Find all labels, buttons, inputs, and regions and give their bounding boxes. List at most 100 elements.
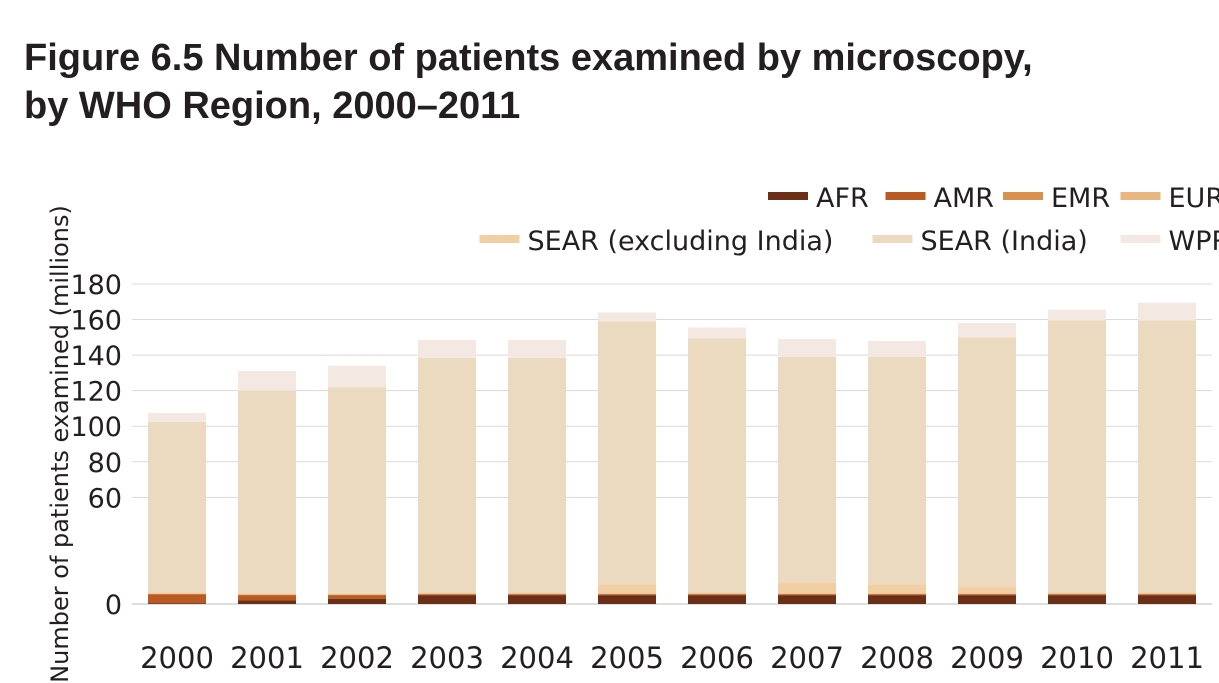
bar-segment-wpr <box>1138 302 1196 321</box>
bar-segment-emr <box>1138 593 1196 595</box>
bar-segment-sear-excluding-india <box>958 586 1016 594</box>
bar-segment-sear-india <box>328 387 386 594</box>
bar-segment-wpr <box>238 371 296 391</box>
legend-swatch <box>768 192 808 200</box>
y-tick-label: 80 <box>88 448 122 479</box>
bar-segment-amr <box>688 594 746 596</box>
legend-label: SEAR (excluding India) <box>528 226 834 257</box>
bar-segment-sear-excluding-india <box>328 593 386 595</box>
x-tick-label: 2000 <box>140 641 214 675</box>
bar-segment-wpr <box>418 340 476 358</box>
y-tick-label: 120 <box>70 377 122 408</box>
bar-segment-emr <box>418 593 476 595</box>
bar-segment-afr <box>328 598 386 604</box>
bar-segment-emr <box>508 593 566 595</box>
legend-label: EUR <box>1169 183 1219 214</box>
bar-segment-amr <box>1138 594 1196 596</box>
bar-segment-sear-india <box>238 390 296 594</box>
legend-label: AMR <box>934 183 995 214</box>
bar-segment-amr <box>868 594 926 596</box>
x-tick-label: 2007 <box>770 641 844 675</box>
gridlines <box>132 283 1212 605</box>
bar-segment-afr <box>238 600 296 604</box>
bar-segment-amr <box>418 594 476 596</box>
bar-segment-sear-excluding-india <box>688 592 746 594</box>
bar-segment-afr <box>508 595 566 604</box>
bar-segment-emr <box>328 594 386 596</box>
bar-segment-afr <box>1048 595 1106 604</box>
bar-segment-sear-excluding-india <box>148 592 206 594</box>
y-tick-label: 60 <box>88 483 122 514</box>
bar-segment-wpr <box>778 339 836 357</box>
bar-segment-amr <box>328 595 386 599</box>
y-tick-label: 160 <box>70 306 122 337</box>
x-tick-label: 2005 <box>590 641 664 675</box>
bar-segment-wpr <box>148 412 206 422</box>
x-tick-label: 2004 <box>500 641 574 675</box>
bar-segment-afr <box>418 595 476 604</box>
bar-segment-emr <box>958 593 1016 595</box>
bar-segment-wpr <box>598 312 656 322</box>
bar-segment-afr <box>1138 595 1196 604</box>
x-tick-label: 2010 <box>1040 641 1114 675</box>
bar-segment-emr <box>598 593 656 595</box>
bar-segment-wpr <box>868 340 926 357</box>
bar-segment-sear-excluding-india <box>868 584 926 594</box>
legend-swatch <box>885 192 926 200</box>
legend-swatch <box>1120 235 1161 243</box>
y-tick-label: 180 <box>70 270 122 301</box>
bar-segment-sear-india <box>1138 320 1196 593</box>
bar-segment-emr <box>1048 593 1106 595</box>
bar-segment-sear-india <box>598 321 656 585</box>
bar-segment-sear-excluding-india <box>1138 592 1196 594</box>
bar-segment-sear-excluding-india <box>598 584 656 594</box>
bar-segment-sear-india <box>868 356 926 585</box>
bar-segment-sear-india <box>148 421 206 593</box>
bar-segment-wpr <box>328 365 386 388</box>
x-axis-ticks: 2000 2001 2002 2003 2004 2005 2006 2007 2008 2009… <box>140 641 1204 675</box>
bar-segment-sear-excluding-india <box>418 592 476 594</box>
bar-segment-emr <box>778 593 836 595</box>
y-tick-label: 0 <box>105 590 122 621</box>
bar-segment-afr <box>598 595 656 604</box>
x-tick-label: 2009 <box>950 641 1024 675</box>
bar-segment-sear-excluding-india <box>238 593 296 595</box>
bars <box>148 302 1196 604</box>
y-tick-label: 100 <box>70 412 122 443</box>
bar-segment-afr <box>958 595 1016 604</box>
bar-segment-wpr <box>688 327 746 339</box>
legend-swatch <box>1003 192 1043 200</box>
bar-segment-amr <box>1048 594 1106 596</box>
title-line-2: by WHO Region, 2000–2011 <box>24 85 521 127</box>
bar-segment-afr <box>868 595 926 604</box>
bar-segment-amr <box>778 594 836 596</box>
x-tick-label: 2008 <box>860 641 934 675</box>
bar-segment-afr <box>688 595 746 604</box>
legend-swatch <box>479 235 520 243</box>
bar-segment-amr <box>598 594 656 596</box>
bar-segment-amr <box>238 595 296 601</box>
bar-segment-sear-india <box>508 357 566 593</box>
legend-label: SEAR (India) <box>921 226 1088 257</box>
y-axis-label: Number of patients examined (millions) <box>46 205 74 683</box>
bar-segment-sear-india <box>778 356 836 583</box>
bar-segment-sear-india <box>688 338 746 593</box>
bar-segment-sear-india <box>958 337 1016 587</box>
bar-segment-amr <box>148 594 206 604</box>
x-tick-label: 2011 <box>1130 641 1204 675</box>
legend: AFR AMR EMR EUR SEAR (excluding India) SEAR (… <box>479 183 1219 257</box>
x-tick-label: 2003 <box>410 641 484 675</box>
x-tick-label: 2001 <box>230 641 304 675</box>
bar-segment-sear-india <box>1048 320 1106 593</box>
x-tick-label: 2002 <box>320 641 394 675</box>
bar-segment-amr <box>508 594 566 596</box>
legend-swatch <box>1120 192 1161 200</box>
bar-segment-sear-excluding-india <box>1048 592 1106 594</box>
bar-segment-afr <box>148 603 206 604</box>
y-axis-ticks: 0 60 80 100 120 140 160 180 <box>70 270 122 621</box>
legend-label: EMR <box>1051 183 1110 214</box>
chart-title: Figure 6.5 Number of patients examined b… <box>24 34 1204 130</box>
bar-segment-sear-excluding-india <box>778 582 836 594</box>
bar-segment-amr <box>958 594 1016 596</box>
